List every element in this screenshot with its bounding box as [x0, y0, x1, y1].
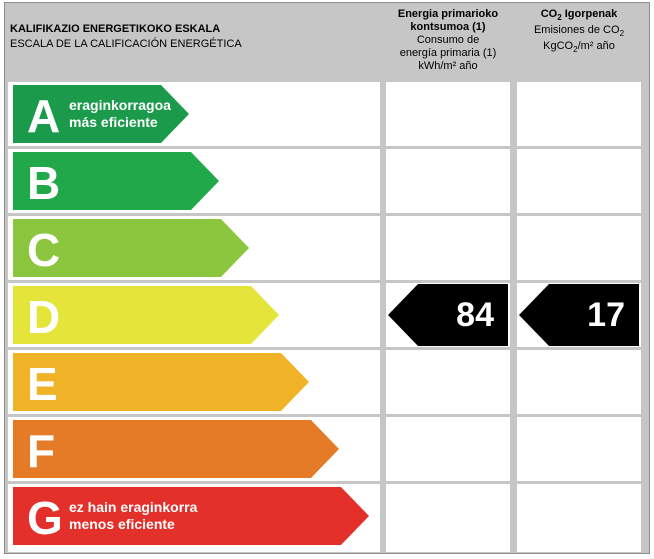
rating-arrow-shape — [13, 219, 249, 277]
rating-arrow-shape — [13, 353, 309, 411]
rating-text-line2: menos eficiente — [69, 516, 175, 532]
primary-energy-pointer: 84 — [388, 284, 508, 346]
co2-header-line2: Emisiones de CO2 — [517, 24, 641, 40]
co2-header-rest: Igorpenak — [561, 8, 618, 20]
primary-energy-cell — [386, 149, 510, 213]
primary-energy-cell — [386, 350, 510, 414]
primary-energy-pointer-value: 84 — [456, 296, 494, 334]
rating-letter: G — [27, 492, 63, 544]
pointer-arrow-fill — [388, 284, 508, 346]
co2-header-line1: CO2 Igorpenak — [517, 8, 641, 24]
rating-bar-e: E — [13, 353, 309, 411]
rating-arrow-fill — [13, 85, 189, 143]
rating-arrow-shape — [13, 286, 279, 344]
co2-pointer-value: 17 — [587, 296, 625, 334]
co2-cell — [517, 149, 641, 213]
primary-header-line5: kWh/m² año — [418, 60, 478, 72]
rating-arrow-shape — [13, 152, 219, 210]
co2-cell — [517, 350, 641, 414]
co2-header-line3-b: /m² año — [577, 40, 615, 53]
co2-pointer: 17 — [519, 284, 639, 346]
rating-arrow-shape — [13, 487, 369, 545]
scale-title: KALIFIKAZIO ENERGETIKOKO ESKALA — [10, 23, 221, 35]
rating-bar-d: D — [13, 286, 279, 344]
co2-header: CO2 Igorpenak Emisiones de CO2 KgCO2/m² … — [517, 8, 641, 57]
rating-letter: F — [27, 425, 56, 477]
rating-letter: A — [27, 90, 61, 142]
rating-text-line2: más eficiente — [69, 114, 158, 130]
rating-text-line1: ez hain eraginkorra — [69, 499, 198, 515]
scale-subtitle: ESCALA DE LA CALIFICACIÓN ENERGÉTICA — [10, 38, 242, 50]
rating-text-line1: eraginkorragoa — [69, 97, 171, 113]
co2-cell — [517, 417, 641, 481]
primary-energy-cell — [386, 417, 510, 481]
rating-bar-c: C — [13, 219, 249, 277]
co2-cell — [517, 216, 641, 280]
co2-header-line3: KgCO2/m² año — [517, 40, 641, 56]
primary-header-line1: Energia primarioko — [397, 8, 499, 20]
rating-arrow-fill — [13, 487, 369, 545]
primary-energy-cell — [386, 484, 510, 552]
primary-energy-header: Energia primarioko kontsumoa (1) Consumo… — [386, 8, 510, 73]
primary-energy-cell — [386, 216, 510, 280]
rating-letter: C — [27, 224, 61, 276]
co2-header-line3-sub: 2 — [573, 45, 578, 55]
pointer-arrow-fill — [519, 284, 639, 346]
primary-header-line3: Consumo de — [416, 34, 480, 46]
co2-header-sub: 2 — [557, 13, 562, 23]
co2-header-line2-text: Emisiones de CO — [533, 24, 620, 37]
rating-arrow-fill — [13, 219, 249, 277]
primary-energy-cell — [386, 82, 510, 146]
rating-arrow-shape — [13, 420, 339, 478]
rating-arrow-shape — [13, 85, 189, 143]
rating-letter: E — [27, 358, 58, 410]
rating-efficiency-text: ez hain eraginkorra menos eficiente — [69, 499, 197, 533]
co2-header-line2-sub: 2 — [619, 29, 625, 39]
pointer-arrow-shape — [388, 284, 508, 346]
pointer-arrow-shape — [519, 284, 639, 346]
rating-arrow-fill — [13, 420, 339, 478]
rating-efficiency-text: eraginkorragoa más eficiente — [69, 97, 171, 131]
rating-bar-f: F — [13, 420, 339, 478]
rating-letter: D — [27, 291, 61, 343]
primary-header-line4: energía primaria (1) — [399, 47, 497, 59]
primary-header-line2: kontsumoa (1) — [410, 21, 486, 33]
co2-cell — [517, 484, 641, 552]
rating-arrow-fill — [13, 286, 279, 344]
co2-cell — [517, 82, 641, 146]
rating-bar-b: B — [13, 152, 219, 210]
rating-arrow-fill — [13, 353, 309, 411]
co2-header-line3-a: KgCO — [543, 40, 574, 53]
rating-letter: B — [27, 157, 61, 209]
co2-header-co: CO — [540, 8, 558, 20]
rating-arrow-fill — [13, 152, 219, 210]
